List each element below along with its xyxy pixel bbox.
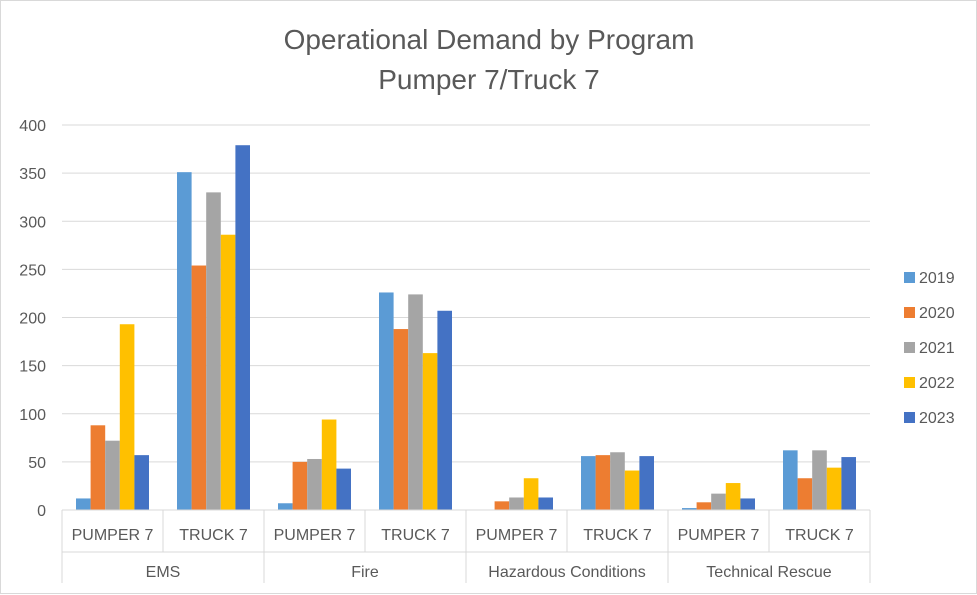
bar-2020-6 [595, 455, 611, 510]
y-tick-label: 350 [19, 166, 46, 183]
bar-2020-2 [191, 265, 207, 510]
x-tick-label: TRUCK 7 [179, 527, 248, 544]
bar-2020-7 [696, 502, 712, 510]
bar-2019-7 [682, 508, 697, 510]
legend-swatch-2021 [904, 342, 915, 353]
bar-2019-6 [581, 456, 596, 510]
bar-2023-7 [740, 498, 755, 510]
y-tick-label: 50 [28, 455, 46, 472]
x-tick-label: PUMPER 7 [476, 527, 558, 544]
bar-2023-4 [437, 310, 452, 510]
legend-label: 2019 [919, 270, 955, 287]
bar-2022-1 [119, 324, 135, 510]
group-label: Hazardous Conditions [488, 564, 645, 581]
bar-2019-4 [379, 292, 394, 510]
bar-2022-6 [624, 470, 640, 510]
x-tick-label: TRUCK 7 [381, 527, 450, 544]
bar-2019-2 [177, 172, 192, 510]
y-tick-label: 400 [19, 118, 46, 135]
bar-2019-1 [76, 498, 91, 510]
legend-swatch-2019 [904, 272, 915, 283]
gridlines: 0 50 100 150 200 250 300 350 400 [19, 118, 870, 520]
legend: 2019 2020 2021 2022 2023 [904, 270, 955, 427]
legend-swatch-2022 [904, 377, 915, 388]
legend-label: 2020 [919, 305, 955, 322]
bar-2022-3 [321, 419, 337, 510]
bar-2020-5 [494, 501, 510, 510]
bar-2021-7 [711, 493, 726, 510]
bar-2020-4 [393, 329, 409, 510]
bar-2021-5 [509, 497, 524, 510]
bar-2021-2 [206, 192, 221, 510]
y-tick-label: 150 [19, 359, 46, 376]
chart-title: Operational Demand by Program [284, 24, 695, 55]
x-tick-label: PUMPER 7 [72, 527, 154, 544]
bars [76, 145, 856, 510]
bar-2020-3 [292, 461, 308, 510]
group-label: Technical Rescue [706, 564, 832, 581]
bar-2022-4 [422, 353, 438, 510]
group-label: Fire [351, 564, 379, 581]
legend-swatch-2020 [904, 307, 915, 318]
bar-2022-7 [725, 483, 741, 510]
x-tick-label: PUMPER 7 [274, 527, 356, 544]
bar-2023-5 [538, 497, 553, 510]
bar-2023-6 [639, 456, 654, 510]
bar-2020-1 [90, 425, 106, 510]
group-label: EMS [146, 564, 181, 581]
x-tick-label: TRUCK 7 [583, 527, 652, 544]
y-tick-label: 100 [19, 407, 46, 424]
bar-2021-8 [812, 450, 827, 510]
y-tick-label: 0 [37, 503, 46, 520]
bar-2023-8 [841, 457, 856, 510]
bar-2019-3 [278, 503, 293, 510]
chart-subtitle: Pumper 7/Truck 7 [378, 64, 599, 95]
bar-2022-5 [523, 478, 539, 510]
bar-2023-2 [235, 145, 250, 510]
bar-2023-3 [336, 468, 351, 510]
x-axis: PUMPER 7 TRUCK 7 PUMPER 7 TRUCK 7 PUMPER 7 TR… [61, 509, 871, 583]
x-tick-label: PUMPER 7 [678, 527, 760, 544]
legend-swatch-2023 [904, 412, 915, 423]
bar-2021-4 [408, 294, 423, 510]
bar-2022-8 [826, 467, 842, 510]
bar-2019-8 [783, 450, 798, 510]
bar-2020-8 [797, 478, 813, 510]
bar-2021-3 [307, 458, 322, 510]
legend-label: 2021 [919, 340, 955, 357]
bar-2021-1 [105, 440, 120, 510]
y-tick-label: 300 [19, 214, 46, 231]
y-tick-label: 200 [19, 311, 46, 328]
y-tick-label: 250 [19, 262, 46, 279]
x-tick-label: TRUCK 7 [785, 527, 854, 544]
legend-label: 2022 [919, 375, 955, 392]
legend-label: 2023 [919, 410, 955, 427]
bar-2022-2 [220, 234, 236, 510]
bar-2021-6 [610, 452, 625, 510]
bar-2023-1 [134, 455, 149, 510]
